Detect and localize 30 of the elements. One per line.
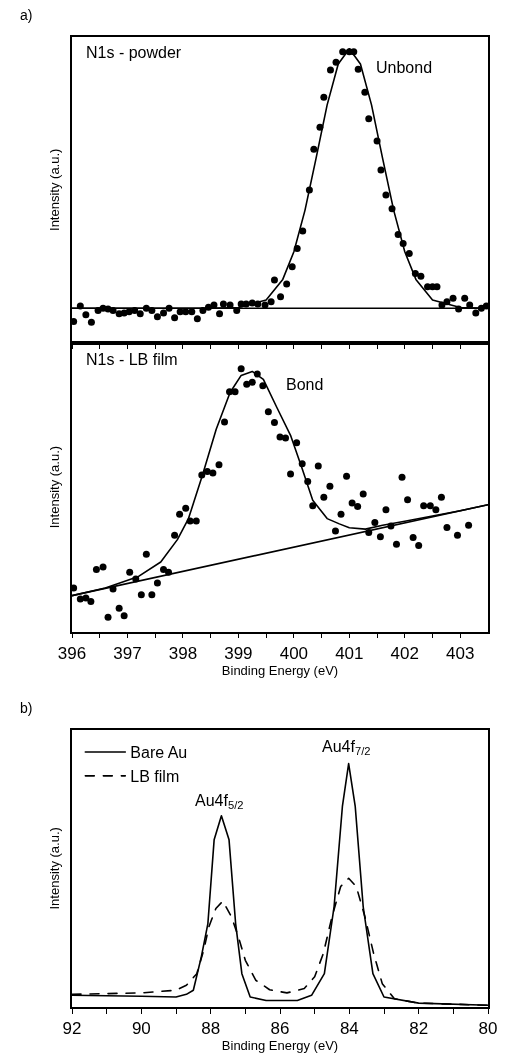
- x-tick-label: 397: [113, 643, 142, 663]
- chart-title: a): [20, 7, 33, 23]
- annotation: Unbond: [376, 59, 433, 76]
- chart-title: b): [20, 700, 33, 716]
- x-tick-label: 402: [390, 643, 419, 663]
- legend-label: LB film: [130, 768, 180, 786]
- text: N1s - LB film: [86, 351, 178, 368]
- text: Au4f$_{7/2}$: [322, 738, 371, 758]
- x-tick-label: 90: [131, 1019, 151, 1039]
- y-axis-title: Intensity (a.u.): [46, 445, 62, 529]
- annotation: Au4f$_{5/2}$: [195, 792, 244, 812]
- legend-label: Bare Au: [130, 744, 188, 762]
- x-tick-label: 400: [279, 643, 309, 663]
- x-tick-label: 80: [478, 1019, 498, 1039]
- x-tick-label: 403: [446, 643, 475, 663]
- x-tick-label: 399: [224, 643, 253, 663]
- y-axis-title: Intensity (a.u.): [46, 148, 62, 231]
- annotation: Bond: [286, 376, 324, 393]
- x-tick-label: 88: [201, 1019, 221, 1039]
- annotation: N1s - powder: [86, 44, 182, 61]
- x-tick-label: 396: [57, 643, 87, 663]
- x-tick-label: 92: [62, 1019, 82, 1039]
- y-axis-title: Intensity (a.u.): [46, 827, 62, 910]
- x-tick-label: 84: [339, 1019, 359, 1039]
- x-tick-label: 82: [409, 1019, 429, 1039]
- x-tick-label: 401: [335, 643, 364, 663]
- x-axis-title: Binding Energy (eV): [221, 662, 339, 678]
- x-tick-label: 398: [168, 643, 198, 663]
- x-axis-title: Binding Energy (eV): [221, 1038, 339, 1054]
- x-tick-label: 86: [270, 1019, 290, 1039]
